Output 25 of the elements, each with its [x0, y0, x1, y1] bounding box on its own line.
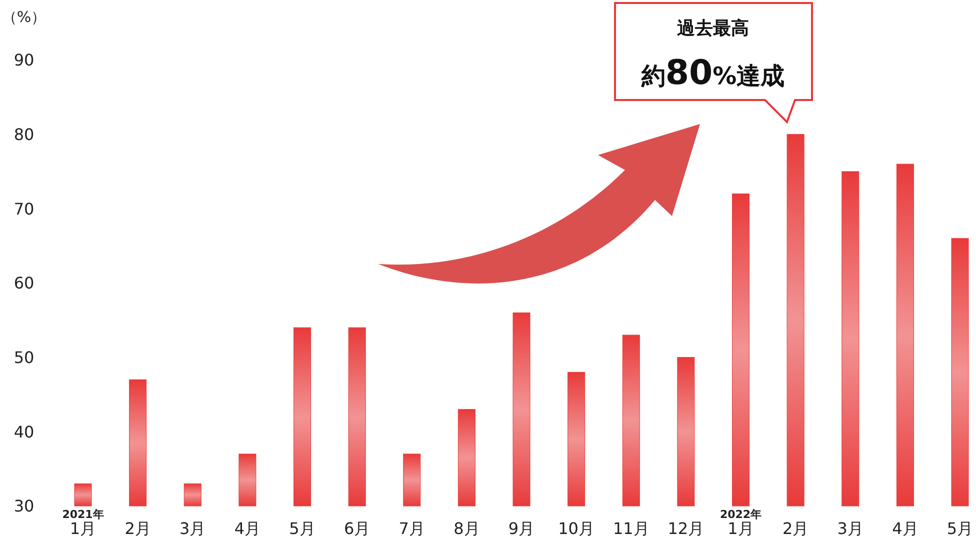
y-tick-label: 40	[14, 422, 34, 442]
y-tick-label: 80	[14, 124, 34, 144]
x-tick-label: 5月	[289, 519, 316, 538]
x-tick-label: 5月	[946, 519, 974, 538]
text: 過去最高	[676, 18, 749, 39]
x-tick-label: 7月	[398, 519, 425, 538]
y-tick-label: 70	[14, 199, 34, 218]
y-axis-title: （%）	[2, 8, 46, 26]
x-tick-label: 4月	[892, 519, 918, 538]
x-tick-label: 11月	[612, 519, 650, 538]
y-tick-label: 30	[14, 496, 34, 516]
x-tick-label: 3月	[837, 519, 864, 538]
x-tick-label: 8月	[454, 519, 480, 538]
y-tick-label: 60	[14, 274, 34, 293]
x-tick-label: 3月	[180, 519, 206, 538]
x-tick-label: 12月	[668, 519, 704, 538]
x-tick-label: 2月	[124, 519, 151, 538]
x-tick-label: 9月	[508, 519, 535, 538]
x-tick-label: 10月	[558, 519, 594, 538]
y-tick-label: 90	[14, 50, 34, 70]
x-tick-label: 4月	[234, 519, 261, 538]
x-tick-label: 6月	[344, 519, 370, 538]
y-tick-label: 50	[14, 348, 34, 367]
x-tick-label: 2月	[782, 519, 809, 538]
annotation: 約80%達成	[640, 53, 785, 93]
